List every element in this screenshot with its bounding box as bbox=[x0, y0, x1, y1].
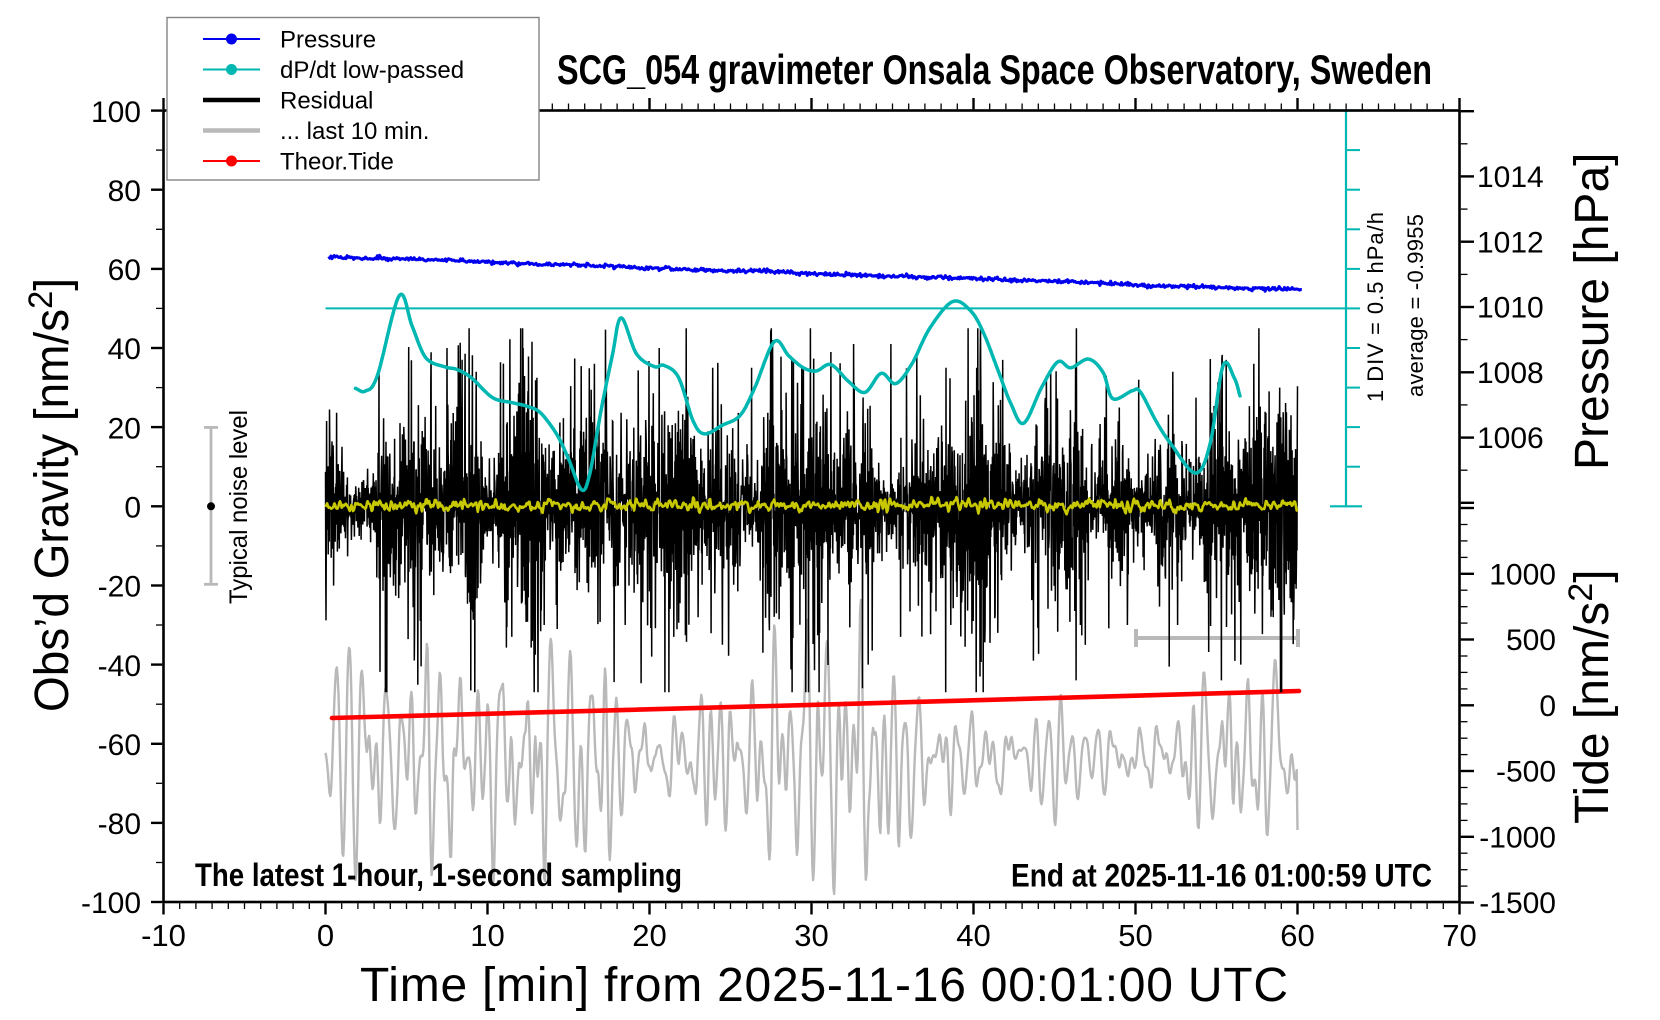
svg-text:1008: 1008 bbox=[1477, 357, 1544, 390]
svg-text:average = -0.9955: average = -0.9955 bbox=[1403, 214, 1428, 397]
svg-text:End at 2025-11-16 01:00:59 UTC: End at 2025-11-16 01:00:59 UTC bbox=[1011, 858, 1432, 894]
svg-text:Tide [nm/s2]: Tide [nm/s2] bbox=[1562, 569, 1619, 824]
svg-text:10: 10 bbox=[470, 918, 504, 953]
svg-text:60: 60 bbox=[108, 254, 141, 287]
svg-text:-500: -500 bbox=[1496, 756, 1556, 789]
svg-text:1 DIV = 0.5 hPa/h: 1 DIV = 0.5 hPa/h bbox=[1363, 212, 1388, 402]
svg-text:20: 20 bbox=[632, 918, 666, 953]
svg-text:-1000: -1000 bbox=[1479, 821, 1556, 854]
svg-text:1012: 1012 bbox=[1477, 226, 1544, 259]
svg-text:100: 100 bbox=[91, 96, 141, 129]
svg-text:20: 20 bbox=[108, 412, 141, 445]
svg-text:The latest 1-hour, 1-second sa: The latest 1-hour, 1-second sampling bbox=[195, 857, 682, 893]
svg-text:Pressure: Pressure bbox=[280, 27, 376, 54]
svg-text:0: 0 bbox=[317, 918, 334, 953]
svg-text:70: 70 bbox=[1442, 918, 1476, 953]
svg-text:Residual: Residual bbox=[280, 88, 373, 115]
svg-text:1006: 1006 bbox=[1477, 422, 1544, 455]
svg-text:-60: -60 bbox=[98, 729, 141, 762]
svg-text:1010: 1010 bbox=[1477, 292, 1544, 325]
svg-text:-10: -10 bbox=[141, 918, 186, 953]
svg-text:dP/dt low-passed: dP/dt low-passed bbox=[280, 57, 464, 84]
svg-text:500: 500 bbox=[1506, 624, 1556, 657]
svg-text:0: 0 bbox=[124, 492, 141, 525]
svg-text:40: 40 bbox=[956, 918, 990, 953]
svg-text:Pressure [hPa]: Pressure [hPa] bbox=[1566, 153, 1619, 470]
svg-text:1000: 1000 bbox=[1489, 558, 1556, 591]
svg-text:-100: -100 bbox=[81, 887, 141, 920]
svg-text:-80: -80 bbox=[98, 808, 141, 841]
svg-text:Typical noise level: Typical noise level bbox=[225, 410, 253, 604]
svg-text:Theor.Tide: Theor.Tide bbox=[280, 149, 394, 176]
svg-text:60: 60 bbox=[1280, 918, 1314, 953]
svg-text:30: 30 bbox=[794, 918, 828, 953]
svg-text:... last 10 min.: ... last 10 min. bbox=[280, 118, 429, 145]
svg-text:40: 40 bbox=[108, 333, 141, 366]
svg-text:0: 0 bbox=[1539, 690, 1556, 723]
svg-text:50: 50 bbox=[1118, 918, 1152, 953]
svg-text:Time [min] from 2025-11-16 00:: Time [min] from 2025-11-16 00:01:00 UTC bbox=[360, 959, 1288, 1012]
svg-text:Obs’d Gravity [nm/s2]: Obs’d Gravity [nm/s2] bbox=[22, 278, 79, 712]
svg-text:1014: 1014 bbox=[1477, 161, 1544, 194]
svg-text:-1500: -1500 bbox=[1479, 887, 1556, 920]
svg-text:-20: -20 bbox=[98, 571, 141, 604]
svg-text:80: 80 bbox=[108, 175, 141, 208]
svg-text:-40: -40 bbox=[98, 650, 141, 683]
svg-text:SCG_054 gravimeter Onsala Spac: SCG_054 gravimeter Onsala Space Observat… bbox=[557, 46, 1432, 93]
